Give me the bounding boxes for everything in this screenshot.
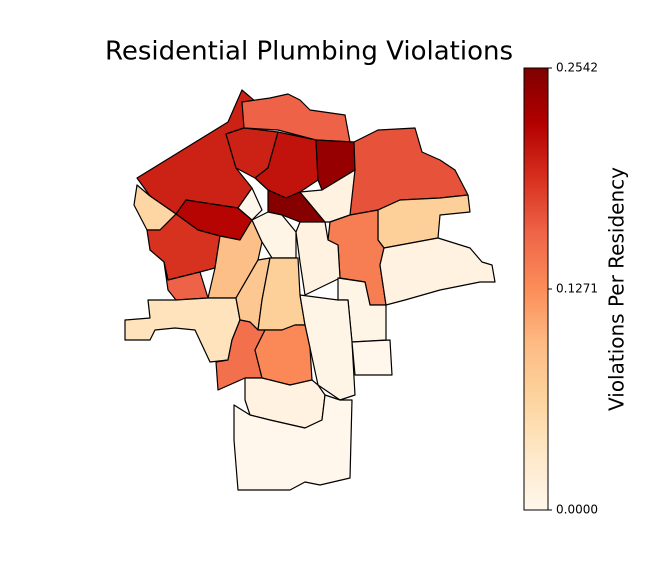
colorbar bbox=[523, 67, 549, 511]
region bbox=[241, 93, 351, 143]
region bbox=[351, 339, 393, 376]
region bbox=[237, 187, 263, 221]
colorbar-tick-label: 0.1271 bbox=[556, 282, 598, 296]
region bbox=[124, 297, 241, 363]
colorbar-tick-label: 0.2542 bbox=[556, 61, 598, 75]
chart-title: Residential Plumbing Violations bbox=[105, 37, 513, 67]
region bbox=[254, 324, 313, 386]
region bbox=[379, 237, 496, 306]
region bbox=[251, 211, 297, 259]
colorbar-tick-label: 0.0000 bbox=[556, 503, 598, 517]
region bbox=[233, 394, 353, 491]
map bbox=[124, 89, 496, 491]
colorbar-label: Violations Per Residency bbox=[605, 167, 629, 411]
